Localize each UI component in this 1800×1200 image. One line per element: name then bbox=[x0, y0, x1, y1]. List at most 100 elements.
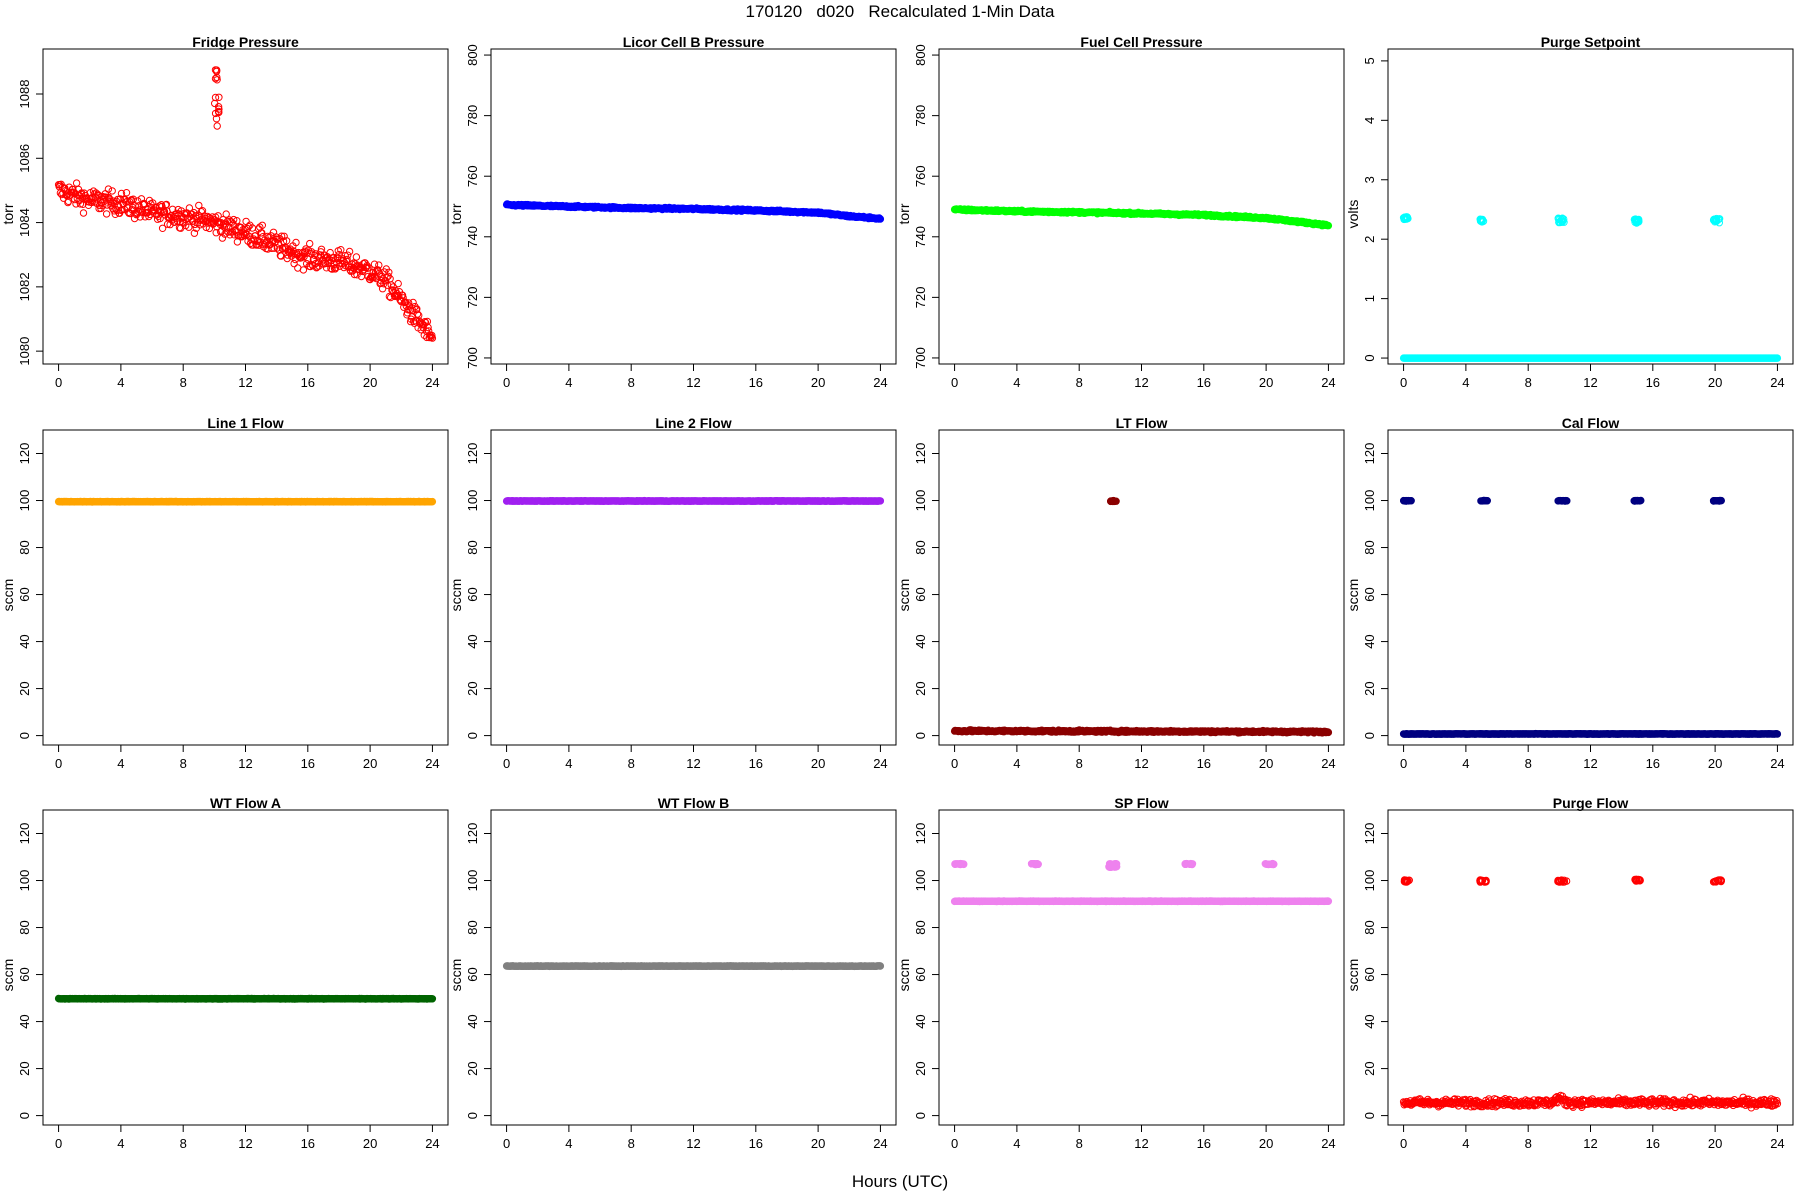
x-tick-label: 16 bbox=[301, 375, 315, 390]
y-tick-label: 700 bbox=[913, 347, 928, 369]
data-point bbox=[104, 185, 113, 193]
x-tick-label: 20 bbox=[1708, 375, 1722, 390]
data-point bbox=[170, 218, 179, 227]
series-points bbox=[1399, 213, 1782, 362]
y-tick-label: 720 bbox=[465, 287, 480, 309]
data-point bbox=[352, 253, 361, 261]
y-tick-label: 60 bbox=[913, 587, 928, 601]
panel-title: Cal Flow bbox=[1562, 415, 1620, 431]
x-tick-label: 12 bbox=[1134, 375, 1148, 390]
panel-title: Fridge Pressure bbox=[192, 34, 299, 50]
data-point bbox=[328, 265, 336, 273]
y-tick-label: 80 bbox=[1362, 540, 1377, 554]
y-tick-label: 40 bbox=[465, 634, 480, 648]
data-point bbox=[233, 217, 241, 225]
panel-title: Licor Cell B Pressure bbox=[623, 34, 765, 50]
data-point bbox=[279, 237, 288, 245]
y-tick-label: 100 bbox=[913, 490, 928, 512]
y-tick-label: 780 bbox=[913, 105, 928, 127]
y-tick-label: 0 bbox=[1362, 732, 1377, 739]
page-title: 170120 d020 Recalculated 1-Min Data bbox=[745, 2, 1055, 21]
x-tick-label: 8 bbox=[1525, 375, 1532, 390]
x-tick-label: 4 bbox=[1013, 756, 1020, 771]
data-point bbox=[378, 285, 387, 293]
series-points bbox=[54, 497, 437, 506]
x-tick-label: 20 bbox=[1259, 756, 1273, 771]
data-point bbox=[370, 260, 379, 268]
y-tick-label: 740 bbox=[913, 226, 928, 248]
data-point bbox=[134, 197, 142, 205]
plot-frame bbox=[490, 429, 897, 746]
panel-title: Line 1 Flow bbox=[207, 415, 283, 431]
data-point bbox=[211, 74, 220, 83]
panel-title: Fuel Cell Pressure bbox=[1080, 34, 1202, 50]
y-tick-label: 760 bbox=[465, 165, 480, 187]
x-tick-label: 20 bbox=[363, 756, 377, 771]
data-point bbox=[368, 273, 377, 282]
data-point bbox=[276, 234, 284, 243]
x-tick-label: 12 bbox=[238, 375, 252, 390]
data-point bbox=[375, 261, 383, 269]
x-tick-label: 4 bbox=[1462, 756, 1469, 771]
x-tick-label: 0 bbox=[951, 375, 958, 390]
y-tick-label: 80 bbox=[465, 540, 480, 554]
y-tick-label: 1088 bbox=[17, 80, 32, 109]
data-point bbox=[405, 299, 413, 307]
data-point bbox=[345, 247, 354, 256]
data-point bbox=[136, 213, 144, 221]
x-tick-label: 8 bbox=[1525, 756, 1532, 771]
data-point bbox=[94, 190, 102, 199]
data-point bbox=[179, 219, 187, 227]
y-tick-label: 5 bbox=[1362, 57, 1377, 64]
x-tick-label: 12 bbox=[1134, 756, 1148, 771]
data-point bbox=[385, 292, 394, 301]
data-point bbox=[58, 190, 66, 199]
data-point bbox=[198, 207, 207, 215]
y-tick-label: 80 bbox=[913, 540, 928, 554]
data-point bbox=[196, 221, 204, 229]
y-tick-label: 20 bbox=[465, 681, 480, 695]
y-tick-label: 1080 bbox=[17, 337, 32, 366]
x-tick-label: 24 bbox=[873, 756, 887, 771]
y-axis-label: torr bbox=[896, 203, 912, 224]
data-point bbox=[225, 216, 234, 224]
x-tick-label: 4 bbox=[117, 375, 124, 390]
plot-frame bbox=[1387, 429, 1794, 746]
data-point bbox=[363, 261, 371, 270]
data-point bbox=[371, 273, 379, 281]
y-tick-label: 20 bbox=[913, 681, 928, 695]
x-tick-label: 24 bbox=[425, 375, 439, 390]
y-tick-label: 60 bbox=[465, 587, 480, 601]
data-point bbox=[111, 210, 120, 219]
data-point bbox=[122, 189, 131, 197]
data-point bbox=[337, 246, 345, 254]
data-point bbox=[365, 264, 373, 272]
x-tick-label: 0 bbox=[503, 756, 510, 771]
data-point bbox=[876, 215, 885, 223]
y-tick-label: 120 bbox=[17, 443, 32, 465]
data-point bbox=[117, 206, 125, 215]
data-point bbox=[321, 259, 329, 268]
data-point bbox=[211, 109, 220, 118]
x-tick-label: 0 bbox=[503, 375, 510, 390]
data-point bbox=[211, 99, 219, 108]
y-tick-label: 720 bbox=[913, 287, 928, 309]
x-tick-label: 0 bbox=[1400, 375, 1407, 390]
data-point bbox=[411, 302, 419, 311]
x-tick-label: 12 bbox=[686, 375, 700, 390]
data-point bbox=[212, 115, 221, 123]
data-point bbox=[306, 239, 314, 248]
data-point bbox=[409, 298, 417, 307]
y-axis-label: sccm bbox=[896, 579, 912, 612]
data-point bbox=[413, 305, 421, 313]
y-axis-label: sccm bbox=[448, 579, 464, 612]
y-tick-label: 40 bbox=[1362, 634, 1377, 648]
plot-frame bbox=[1387, 48, 1794, 365]
y-tick-label: 1086 bbox=[17, 144, 32, 173]
y-axis-label: torr bbox=[0, 203, 16, 224]
data-point bbox=[389, 283, 397, 291]
